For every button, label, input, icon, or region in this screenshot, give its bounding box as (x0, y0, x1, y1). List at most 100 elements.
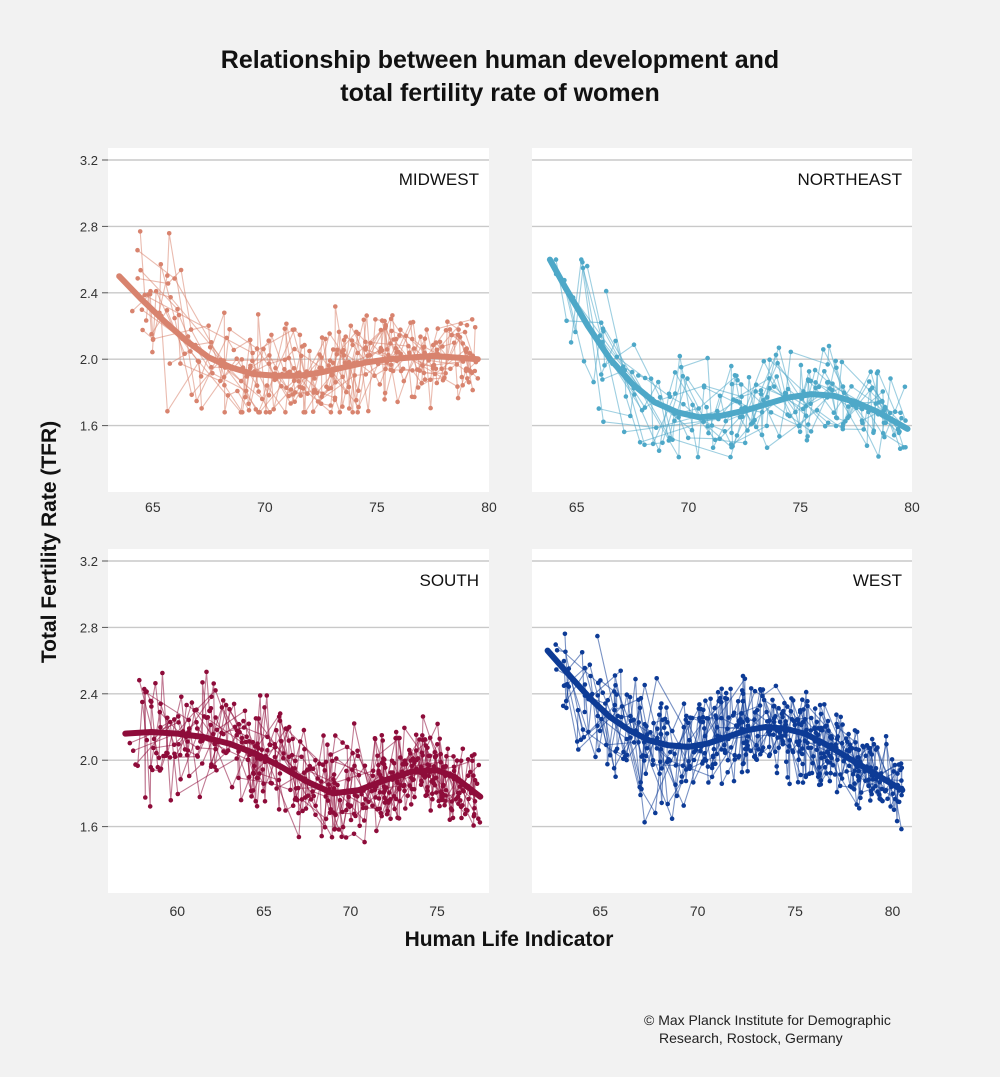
data-point (764, 423, 770, 429)
data-point (155, 764, 161, 770)
data-point (898, 410, 903, 416)
data-point (319, 779, 324, 784)
data-point (469, 753, 475, 759)
data-point (636, 740, 641, 745)
data-point (330, 347, 336, 352)
data-point (681, 701, 687, 706)
data-point (363, 797, 368, 802)
data-point (302, 746, 307, 752)
data-point (802, 717, 808, 722)
data-point (612, 702, 618, 708)
data-point (378, 327, 384, 333)
x-tick-label: 65 (145, 499, 161, 515)
data-point (238, 410, 244, 415)
data-point (819, 728, 825, 733)
data-point (753, 389, 758, 394)
data-point (402, 782, 407, 788)
data-point (390, 770, 396, 775)
data-point (382, 800, 388, 805)
data-point (821, 347, 826, 352)
data-point (241, 725, 247, 730)
data-point (238, 378, 244, 384)
data-point (239, 735, 245, 741)
data-point (223, 702, 229, 708)
data-point (443, 371, 448, 376)
data-point (150, 336, 156, 342)
data-point (853, 740, 858, 745)
data-point (800, 761, 805, 767)
data-point (621, 749, 626, 755)
data-point (713, 713, 718, 718)
data-point (255, 312, 261, 317)
data-point (672, 418, 677, 424)
data-point (297, 332, 303, 338)
data-point (256, 716, 261, 721)
data-point (255, 775, 260, 781)
data-point (443, 793, 449, 798)
data-point (598, 678, 603, 683)
data-point (197, 794, 203, 800)
data-point (613, 774, 618, 779)
data-point (176, 720, 181, 725)
x-tick-label: 75 (792, 499, 808, 515)
data-point (870, 777, 876, 782)
data-point (696, 406, 701, 411)
data-point (445, 319, 450, 325)
data-point (672, 391, 678, 396)
data-point (685, 435, 691, 441)
data-point (817, 765, 822, 770)
data-point (866, 783, 872, 789)
data-point (296, 379, 301, 384)
panel-background (532, 148, 912, 492)
data-point (633, 676, 638, 682)
data-point (701, 419, 706, 425)
data-point (731, 397, 736, 402)
data-point (442, 802, 447, 808)
data-point (472, 325, 478, 330)
data-point (328, 410, 334, 415)
data-point (815, 774, 821, 779)
data-point (784, 759, 789, 765)
y-tick-label: 2.0 (80, 753, 98, 768)
data-point (563, 649, 568, 655)
data-point (383, 322, 389, 328)
data-point (757, 703, 763, 708)
data-point (144, 737, 150, 743)
data-point (185, 748, 191, 753)
data-point (468, 769, 473, 775)
data-point (680, 373, 686, 379)
data-point (756, 747, 761, 752)
data-point (428, 405, 433, 411)
data-point (356, 388, 361, 394)
data-point (328, 752, 333, 757)
data-point (460, 803, 465, 808)
data-point (774, 764, 779, 769)
data-point (729, 430, 734, 436)
data-point (127, 740, 133, 746)
data-point (660, 440, 665, 446)
data-point (212, 764, 217, 770)
data-point (322, 768, 328, 773)
data-point (318, 401, 324, 407)
data-point (755, 733, 760, 739)
data-point (260, 767, 266, 772)
data-point (664, 731, 670, 736)
data-point (677, 353, 683, 359)
data-point (420, 714, 426, 719)
data-point (417, 368, 423, 373)
data-point (805, 422, 811, 427)
data-point (691, 780, 696, 785)
data-point (767, 752, 773, 757)
data-point (719, 715, 724, 721)
data-point (859, 418, 865, 423)
data-point (771, 384, 777, 389)
x-tick-label: 75 (429, 903, 445, 919)
data-point (440, 344, 445, 349)
data-point (741, 761, 746, 766)
data-point (339, 349, 345, 355)
trajectories-south (127, 669, 483, 845)
data-point (834, 365, 839, 371)
data-point (225, 393, 231, 398)
data-point (172, 315, 177, 321)
data-point (476, 816, 481, 821)
